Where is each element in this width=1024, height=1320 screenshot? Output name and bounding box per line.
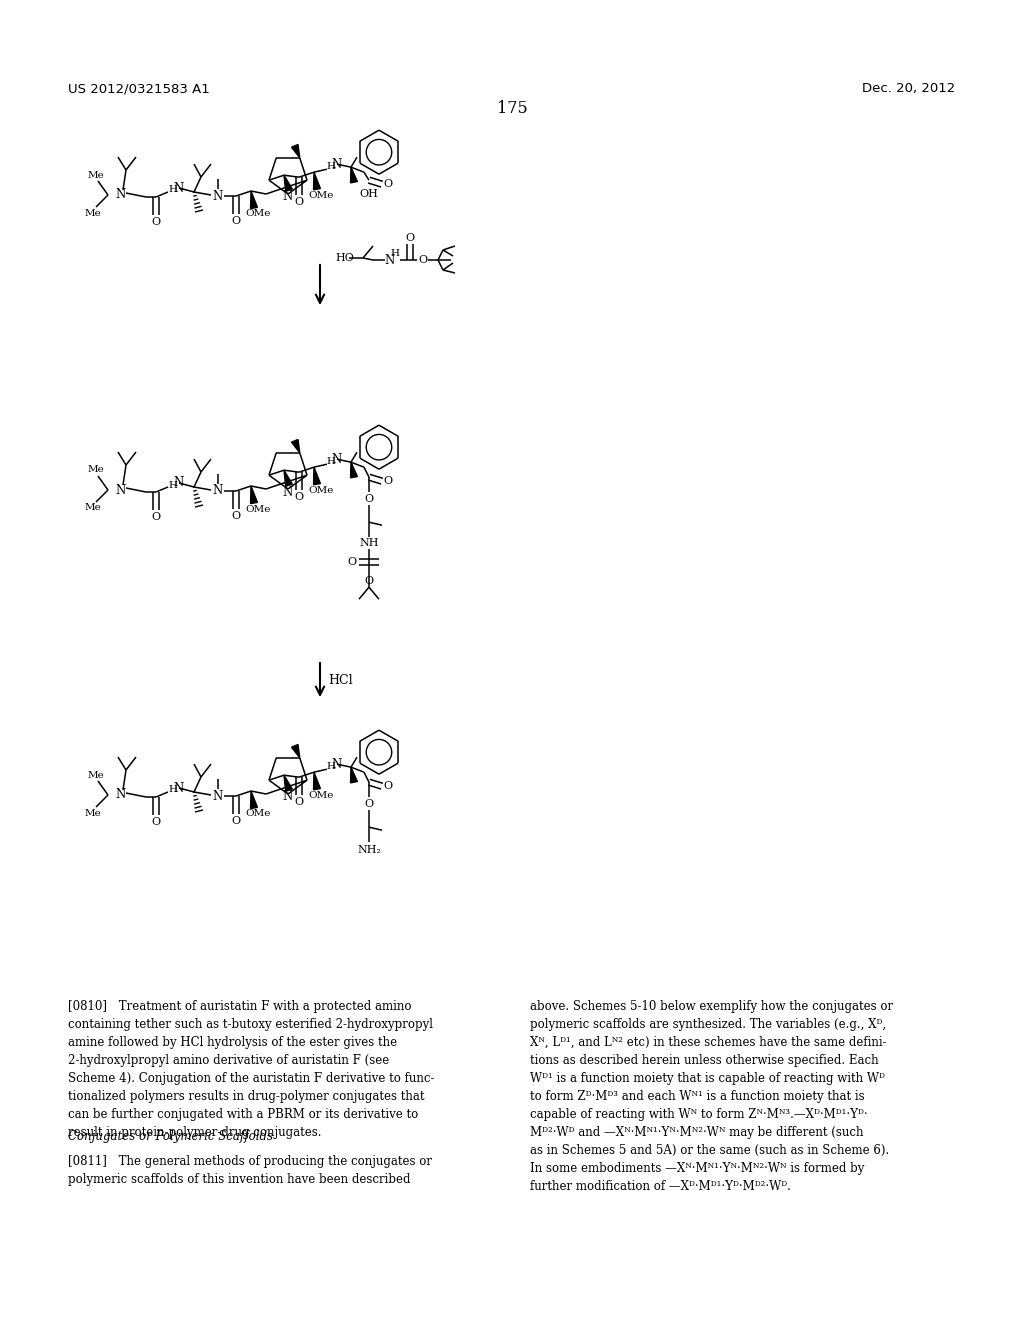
Polygon shape — [350, 462, 357, 478]
Polygon shape — [284, 470, 292, 486]
Text: OH: OH — [359, 189, 379, 199]
Text: O: O — [231, 216, 241, 226]
Polygon shape — [313, 772, 321, 789]
Text: N: N — [283, 190, 293, 203]
Text: O: O — [383, 180, 392, 189]
Text: N: N — [115, 483, 125, 496]
Text: OMe: OMe — [308, 486, 334, 495]
Text: N: N — [115, 788, 125, 801]
Text: N: N — [213, 484, 223, 498]
Text: H: H — [390, 249, 399, 259]
Text: NH: NH — [359, 539, 379, 548]
Text: O: O — [295, 197, 303, 207]
Text: OMe: OMe — [246, 809, 270, 818]
Text: N: N — [213, 789, 223, 803]
Text: H: H — [327, 762, 336, 771]
Text: OMe: OMe — [246, 210, 270, 219]
Text: 175: 175 — [497, 100, 527, 117]
Text: O: O — [406, 234, 415, 243]
Text: O: O — [295, 797, 303, 808]
Text: N: N — [385, 253, 395, 267]
Text: N: N — [174, 181, 184, 194]
Text: N: N — [283, 791, 293, 804]
Polygon shape — [251, 191, 257, 209]
Text: Me: Me — [85, 209, 101, 218]
Text: H: H — [327, 457, 336, 466]
Text: N: N — [332, 157, 342, 170]
Text: O: O — [152, 512, 161, 521]
Polygon shape — [251, 791, 257, 809]
Text: O: O — [365, 494, 374, 504]
Text: Dec. 20, 2012: Dec. 20, 2012 — [862, 82, 955, 95]
Text: O: O — [152, 817, 161, 828]
Text: OMe: OMe — [308, 190, 334, 199]
Text: Me: Me — [88, 466, 104, 474]
Text: O: O — [295, 492, 303, 502]
Text: Me: Me — [88, 170, 104, 180]
Text: O: O — [419, 255, 428, 265]
Text: O: O — [365, 799, 374, 809]
Text: H: H — [327, 161, 336, 170]
Text: [0810] Treatment of auristatin F with a protected amino
containing tether such a: [0810] Treatment of auristatin F with a … — [68, 1001, 434, 1139]
Text: O: O — [365, 577, 374, 586]
Polygon shape — [292, 144, 300, 158]
Text: OMe: OMe — [246, 504, 270, 513]
Text: Conjugates or Polymeric Scaffolds: Conjugates or Polymeric Scaffolds — [68, 1130, 273, 1143]
Text: H: H — [169, 785, 177, 795]
Text: O: O — [347, 557, 356, 568]
Text: above. Schemes 5-10 below exemplify how the conjugates or
polymeric scaffolds ar: above. Schemes 5-10 below exemplify how … — [530, 1001, 893, 1193]
Text: O: O — [383, 781, 392, 791]
Text: N: N — [115, 189, 125, 202]
Polygon shape — [350, 168, 357, 183]
Polygon shape — [313, 467, 321, 484]
Text: N: N — [213, 190, 223, 202]
Text: [0811] The general methods of producing the conjugates or
polymeric scaffolds of: [0811] The general methods of producing … — [68, 1155, 432, 1185]
Text: HO: HO — [335, 253, 354, 263]
Text: N: N — [174, 477, 184, 490]
Text: O: O — [152, 216, 161, 227]
Polygon shape — [284, 176, 292, 191]
Polygon shape — [292, 744, 300, 758]
Text: N: N — [332, 758, 342, 771]
Polygon shape — [350, 767, 357, 783]
Text: N: N — [332, 453, 342, 466]
Text: O: O — [231, 816, 241, 826]
Text: N: N — [174, 781, 184, 795]
Text: US 2012/0321583 A1: US 2012/0321583 A1 — [68, 82, 210, 95]
Text: N: N — [283, 486, 293, 499]
Polygon shape — [284, 775, 292, 791]
Polygon shape — [292, 440, 300, 453]
Text: Me: Me — [85, 808, 101, 817]
Text: Me: Me — [88, 771, 104, 780]
Text: NH₂: NH₂ — [357, 845, 381, 855]
Text: H: H — [169, 480, 177, 490]
Text: OMe: OMe — [308, 791, 334, 800]
Polygon shape — [313, 172, 321, 190]
Text: O: O — [231, 511, 241, 521]
Text: Me: Me — [85, 503, 101, 512]
Text: HCl: HCl — [328, 673, 352, 686]
Text: O: O — [383, 477, 392, 486]
Text: H: H — [169, 186, 177, 194]
Polygon shape — [251, 486, 257, 504]
